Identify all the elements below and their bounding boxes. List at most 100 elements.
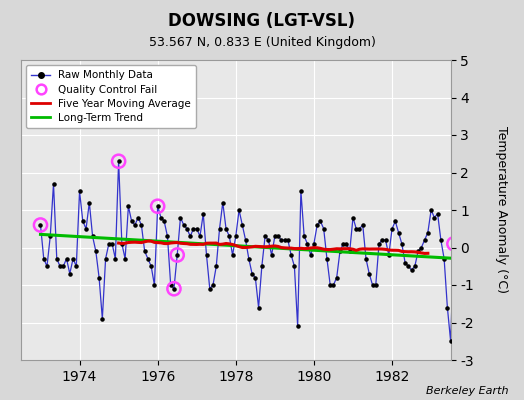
Point [329, 282, 337, 288]
Point [209, 282, 217, 288]
Point [401, 259, 409, 266]
Point [453, 240, 461, 247]
Point [398, 240, 406, 247]
Point [368, 282, 377, 288]
Point [482, 270, 490, 277]
Point [385, 252, 393, 258]
Point [157, 214, 165, 221]
Point [225, 233, 234, 240]
Point [277, 237, 286, 243]
Point [333, 274, 341, 281]
Y-axis label: Temperature Anomaly (°C): Temperature Anomaly (°C) [495, 126, 508, 294]
Point [267, 252, 276, 258]
Point [173, 252, 181, 258]
Point [222, 226, 230, 232]
Point [62, 256, 71, 262]
Point [39, 256, 48, 262]
Point [287, 252, 296, 258]
Point [489, 330, 497, 337]
Point [303, 240, 312, 247]
Point [43, 263, 51, 270]
Point [199, 210, 208, 217]
Point [85, 199, 93, 206]
Point [407, 267, 416, 273]
Point [355, 226, 364, 232]
Point [228, 252, 237, 258]
Point [352, 226, 361, 232]
Point [180, 222, 188, 228]
Point [290, 263, 299, 270]
Point [436, 237, 445, 243]
Point [69, 256, 77, 262]
Point [345, 248, 354, 254]
Point [283, 237, 292, 243]
Point [420, 237, 429, 243]
Point [160, 218, 168, 224]
Point [66, 270, 74, 277]
Point [372, 282, 380, 288]
Point [89, 233, 97, 240]
Point [59, 263, 68, 270]
Point [163, 233, 172, 240]
Point [349, 214, 357, 221]
Point [144, 256, 152, 262]
Point [130, 222, 139, 228]
Point [147, 263, 155, 270]
Point [414, 248, 422, 254]
Point [114, 158, 123, 164]
Point [450, 240, 458, 247]
Point [339, 240, 347, 247]
Point [150, 282, 159, 288]
Point [235, 207, 243, 213]
Point [375, 240, 383, 247]
Point [102, 256, 110, 262]
Text: 53.567 N, 0.833 E (United Kingdom): 53.567 N, 0.833 E (United Kingdom) [149, 36, 375, 49]
Point [424, 229, 432, 236]
Point [170, 286, 178, 292]
Point [170, 286, 178, 292]
Point [336, 248, 344, 254]
Point [79, 218, 87, 224]
Point [264, 237, 272, 243]
Point [280, 237, 289, 243]
Point [342, 240, 351, 247]
Point [248, 270, 256, 277]
Point [251, 274, 259, 281]
Point [232, 233, 240, 240]
Point [358, 222, 367, 228]
Point [476, 256, 484, 262]
Point [469, 229, 477, 236]
Point [111, 256, 119, 262]
Point [75, 188, 84, 194]
Point [140, 248, 149, 254]
Point [456, 237, 465, 243]
Point [154, 203, 162, 210]
Point [378, 237, 387, 243]
Text: DOWSING (LGT-VSL): DOWSING (LGT-VSL) [169, 12, 355, 30]
Point [297, 188, 305, 194]
Point [271, 233, 279, 240]
Point [486, 263, 494, 270]
Point [440, 256, 449, 262]
Point [238, 222, 246, 228]
Point [427, 207, 435, 213]
Point [118, 240, 126, 247]
Text: Berkeley Earth: Berkeley Earth [426, 386, 508, 396]
Point [404, 263, 412, 270]
Point [479, 270, 487, 277]
Point [56, 263, 64, 270]
Point [258, 263, 266, 270]
Point [215, 226, 224, 232]
Point [137, 222, 146, 228]
Point [212, 263, 221, 270]
Point [307, 252, 315, 258]
Point [433, 210, 442, 217]
Point [254, 304, 263, 311]
Point [108, 240, 116, 247]
Point [176, 214, 184, 221]
Point [313, 222, 321, 228]
Point [49, 180, 58, 187]
Point [388, 226, 396, 232]
Point [381, 237, 390, 243]
Point [173, 252, 181, 258]
